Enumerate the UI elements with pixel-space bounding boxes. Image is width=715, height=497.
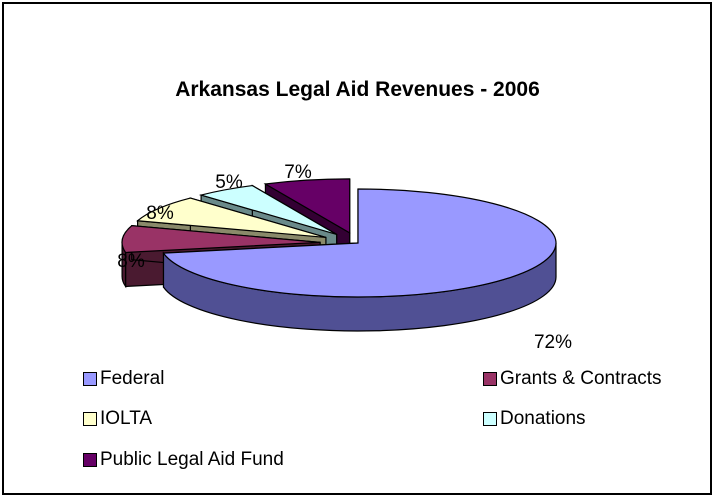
legend-item-federal: Federal xyxy=(83,368,164,390)
slice-top xyxy=(198,184,337,236)
slice-top xyxy=(121,225,321,254)
slice-top xyxy=(162,188,557,298)
legend-label: IOLTA xyxy=(100,408,153,429)
data-label: 8% xyxy=(146,203,174,224)
legend-label: Public Legal Aid Fund xyxy=(100,449,284,470)
legend-swatch xyxy=(83,453,97,467)
data-label: 8% xyxy=(117,251,145,272)
slice-top xyxy=(136,197,327,239)
data-label: 5% xyxy=(215,172,243,193)
slice-top xyxy=(263,178,351,234)
legend-label: Donations xyxy=(500,408,586,429)
legend-item-iolta: IOLTA xyxy=(83,408,152,430)
legend-swatch xyxy=(83,412,97,426)
legend-swatch xyxy=(83,372,97,386)
legend-swatch xyxy=(483,412,497,426)
legend-item-grants-contracts: Grants & Contracts xyxy=(483,368,662,390)
legend-swatch xyxy=(483,372,497,386)
chart-title: Arkansas Legal Aid Revenues - 2006 xyxy=(175,78,540,101)
legend-label: Grants & Contracts xyxy=(500,368,662,389)
data-label: 72% xyxy=(534,332,572,353)
legend-item-donations: Donations xyxy=(483,408,586,430)
pie-slice xyxy=(162,188,557,332)
legend-item-public-legal-aid-fund: Public Legal Aid Fund xyxy=(83,449,284,471)
legend-label: Federal xyxy=(100,368,165,389)
data-label: 7% xyxy=(284,162,312,183)
